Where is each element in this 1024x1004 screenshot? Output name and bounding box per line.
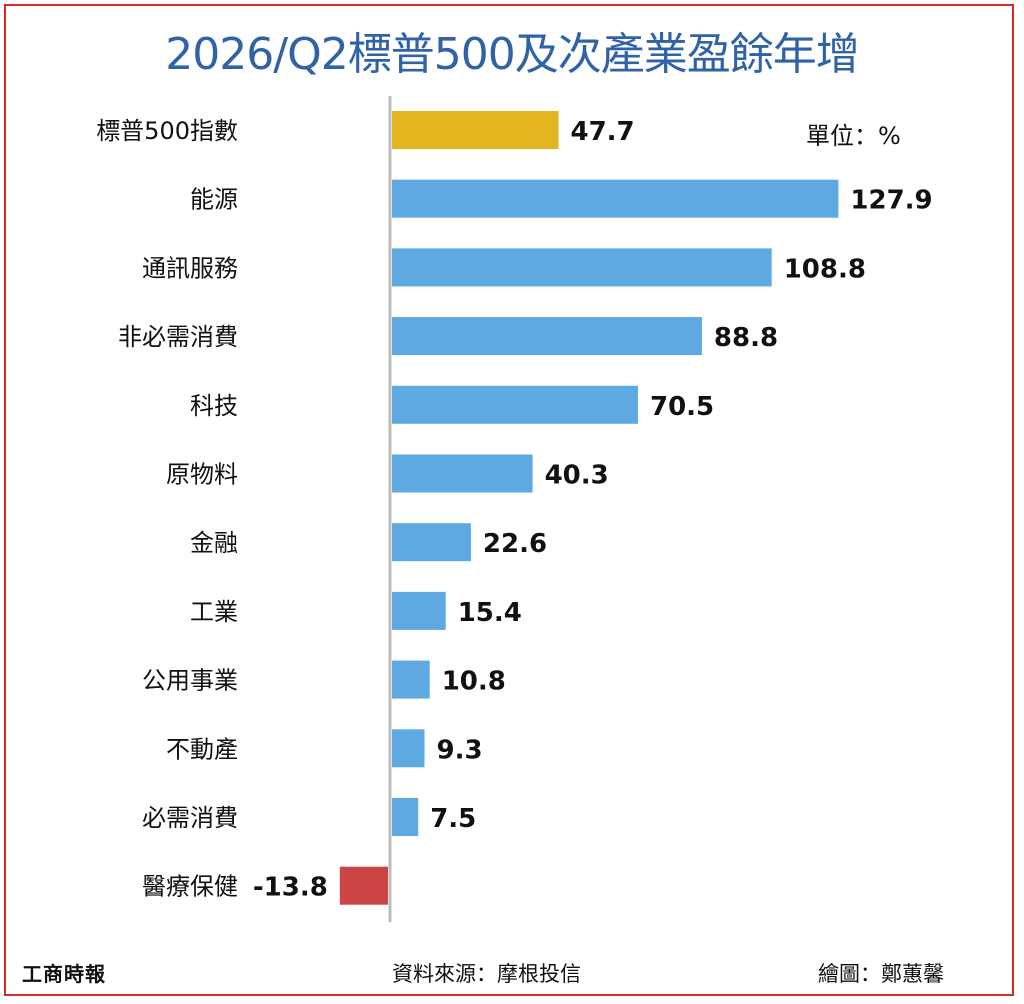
data-source: 資料來源：摩根投信: [392, 962, 581, 986]
category-label: 公用事業: [142, 667, 238, 695]
bar-6: [392, 523, 471, 562]
category-label: 非必需消費: [118, 323, 238, 351]
bar-9: [392, 729, 425, 768]
value-label: 108.8: [784, 254, 866, 284]
unit-label: 單位：%: [806, 122, 901, 150]
value-label: 70.5: [650, 392, 714, 422]
category-label: 工業: [190, 598, 238, 626]
category-label: 標普500指數: [96, 117, 238, 145]
bar-5: [392, 454, 533, 493]
value-label: -13.8: [253, 873, 328, 903]
category-label: 能源: [190, 186, 238, 214]
bar-3: [392, 317, 702, 356]
category-label: 科技: [190, 392, 238, 420]
category-label: 醫療保健: [142, 873, 238, 901]
bar-4: [392, 385, 638, 424]
category-label: 通訊服務: [142, 254, 238, 282]
bars-layer: [339, 111, 839, 905]
value-label: 9.3: [437, 735, 483, 765]
bar-0: [392, 111, 559, 149]
value-label: 22.6: [483, 529, 547, 559]
newspaper-logo: 工商時報: [22, 962, 106, 986]
bar-2: [392, 248, 772, 287]
chart-frame: [4, 4, 1014, 996]
labels-layer: 標普500指數 47.7 能源 127.9 通訊服務 108.8 非必需消費 88.8 科技 70…: [96, 117, 932, 903]
value-label: 10.8: [442, 667, 506, 697]
category-label: 必需消費: [142, 804, 238, 832]
value-label: 47.7: [571, 117, 635, 147]
category-label: 不動產: [166, 735, 238, 763]
chart-title: 2026/Q2標普500及次產業盈餘年增: [165, 29, 859, 80]
bar-11: [339, 866, 388, 905]
graphic-credit: 繪圖：鄭蕙馨: [818, 962, 944, 986]
value-label: 127.9: [850, 186, 932, 216]
category-label: 原物料: [166, 461, 238, 489]
value-label: 7.5: [430, 804, 476, 834]
bar-10: [392, 798, 419, 836]
value-label: 15.4: [458, 598, 522, 628]
bar-1: [392, 179, 839, 218]
bar-8: [392, 660, 430, 699]
value-label: 88.8: [714, 323, 778, 353]
value-label: 40.3: [545, 461, 609, 491]
category-label: 金融: [190, 529, 238, 557]
bar-7: [392, 591, 446, 630]
